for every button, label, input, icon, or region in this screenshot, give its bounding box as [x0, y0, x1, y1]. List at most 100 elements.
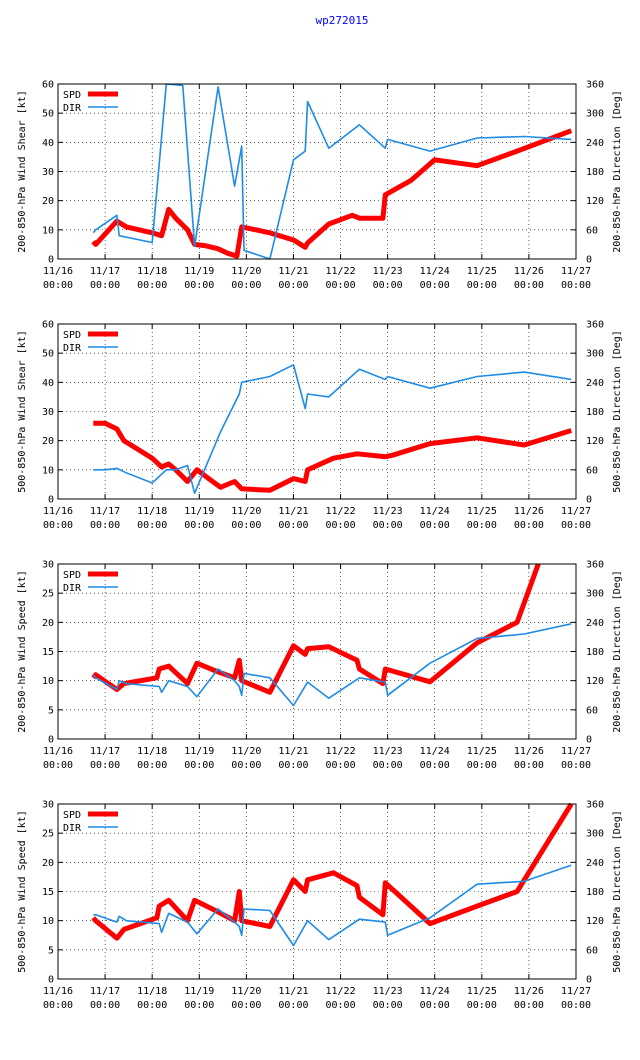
x-tick-label-date: 11/22: [325, 506, 355, 517]
y-tick-label-left: 40: [42, 378, 54, 389]
y-tick-label-right: 120: [586, 916, 604, 927]
legend-label-dir: DIR: [63, 343, 82, 354]
legend-label-dir: DIR: [63, 103, 82, 114]
x-tick-label-date: 11/20: [231, 986, 261, 997]
x-tick-label-time: 00:00: [373, 280, 403, 291]
x-tick-label-date: 11/18: [137, 506, 167, 517]
plot-frame: [57, 323, 577, 500]
y-tick-label-right: 120: [586, 196, 604, 207]
x-tick-label-date: 11/23: [373, 506, 403, 517]
y-tick-label-left: 5: [48, 705, 54, 716]
x-tick-label-time: 00:00: [561, 1000, 591, 1011]
y-tick-label-left: 15: [42, 887, 54, 898]
x-tick-label-time: 00:00: [137, 280, 167, 291]
series-line-dir: [92, 623, 572, 707]
x-tick-label-time: 00:00: [90, 280, 120, 291]
y-tick-label-right: 0: [586, 735, 592, 746]
x-tick-label-date: 11/18: [137, 986, 167, 997]
series-line-dir: [92, 83, 572, 260]
x-tick-label-date: 11/19: [184, 506, 214, 517]
x-tick-label-date: 11/26: [514, 986, 544, 997]
x-tick-label-time: 00:00: [373, 760, 403, 771]
x-tick-label-date: 11/23: [373, 266, 403, 277]
x-tick-label-date: 11/16: [43, 266, 73, 277]
y-axis-label-right: 200-850-hPa Direction [Deg]: [612, 90, 623, 253]
y-tick-label-left: 60: [42, 80, 54, 91]
x-tick-label-time: 00:00: [420, 1000, 450, 1011]
x-tick-label-time: 00:00: [373, 1000, 403, 1011]
y-tick-label-left: 10: [42, 225, 54, 236]
x-tick-label-time: 00:00: [184, 280, 214, 291]
x-tick-label-date: 11/19: [184, 266, 214, 277]
y-tick-label-left: 20: [42, 196, 54, 207]
x-tick-label-time: 00:00: [231, 760, 261, 771]
x-tick-label-time: 00:00: [278, 520, 308, 531]
x-tick-label-date: 11/26: [514, 746, 544, 757]
x-tick-label-date: 11/21: [278, 746, 308, 757]
y-tick-label-right: 360: [586, 80, 604, 91]
series-line-spd: [91, 128, 573, 259]
x-tick-label-time: 00:00: [325, 280, 355, 291]
y-tick-label-left: 20: [42, 618, 54, 629]
legend-label-spd: SPD: [63, 330, 81, 341]
x-tick-label-time: 00:00: [514, 760, 544, 771]
y-tick-label-right: 300: [586, 829, 604, 840]
y-axis-label-right: 200-850-hPa Direction [Deg]: [612, 570, 623, 733]
y-axis-label-right: 500-850-hPa Direction [Deg]: [612, 330, 623, 493]
y-tick-label-right: 240: [586, 138, 604, 149]
y-tick-label-right: 180: [586, 647, 604, 658]
y-tick-label-left: 15: [42, 647, 54, 658]
x-tick-label-time: 00:00: [184, 760, 214, 771]
x-tick-label-date: 11/19: [184, 746, 214, 757]
plot-frame: [57, 83, 577, 260]
x-tick-label-time: 00:00: [231, 280, 261, 291]
y-tick-label-left: 30: [42, 560, 54, 571]
x-tick-label-date: 11/24: [420, 746, 450, 757]
x-tick-label-date: 11/19: [184, 986, 214, 997]
y-tick-label-right: 240: [586, 858, 604, 869]
y-tick-label-left: 0: [48, 735, 54, 746]
y-tick-label-right: 180: [586, 887, 604, 898]
x-tick-label-date: 11/26: [514, 266, 544, 277]
x-tick-label-time: 00:00: [325, 760, 355, 771]
x-tick-label-time: 00:00: [278, 760, 308, 771]
y-tick-label-left: 0: [48, 255, 54, 266]
x-tick-label-time: 00:00: [43, 760, 73, 771]
y-tick-label-right: 180: [586, 407, 604, 418]
y-tick-label-right: 300: [586, 109, 604, 120]
y-tick-label-right: 0: [586, 255, 592, 266]
x-tick-label-date: 11/25: [467, 506, 497, 517]
x-tick-label-date: 11/17: [90, 986, 120, 997]
x-tick-label-date: 11/16: [43, 986, 73, 997]
y-axis-label-left: 500-850-hPa Wind Speed [kt]: [17, 810, 28, 973]
y-tick-label-left: 40: [42, 138, 54, 149]
legend-label-spd: SPD: [63, 570, 81, 581]
y-tick-label-left: 50: [42, 349, 54, 360]
y-tick-label-right: 300: [586, 349, 604, 360]
x-tick-label-date: 11/16: [43, 506, 73, 517]
x-tick-label-date: 11/23: [373, 746, 403, 757]
x-tick-label-date: 11/18: [137, 746, 167, 757]
x-tick-label-time: 00:00: [420, 280, 450, 291]
x-tick-label-time: 00:00: [561, 520, 591, 531]
x-tick-label-time: 00:00: [325, 1000, 355, 1011]
x-tick-label-time: 00:00: [43, 280, 73, 291]
y-tick-label-right: 240: [586, 618, 604, 629]
x-tick-label-time: 00:00: [467, 1000, 497, 1011]
x-tick-label-date: 11/24: [420, 266, 450, 277]
y-axis-label-left: 500-850-hPa Wind Shear [kt]: [17, 330, 28, 493]
y-tick-label-right: 60: [586, 225, 598, 236]
x-tick-label-date: 11/22: [325, 746, 355, 757]
y-tick-label-left: 0: [48, 975, 54, 986]
x-tick-label-time: 00:00: [137, 760, 167, 771]
y-tick-label-left: 25: [42, 589, 54, 600]
x-tick-label-time: 00:00: [420, 520, 450, 531]
x-tick-label-time: 00:00: [231, 1000, 261, 1011]
x-tick-label-date: 11/25: [467, 746, 497, 757]
x-tick-label-date: 11/20: [231, 746, 261, 757]
x-tick-label-time: 00:00: [514, 280, 544, 291]
y-tick-label-left: 30: [42, 800, 54, 811]
y-tick-label-right: 240: [586, 378, 604, 389]
y-tick-label-right: 60: [586, 945, 598, 956]
x-tick-label-time: 00:00: [467, 760, 497, 771]
